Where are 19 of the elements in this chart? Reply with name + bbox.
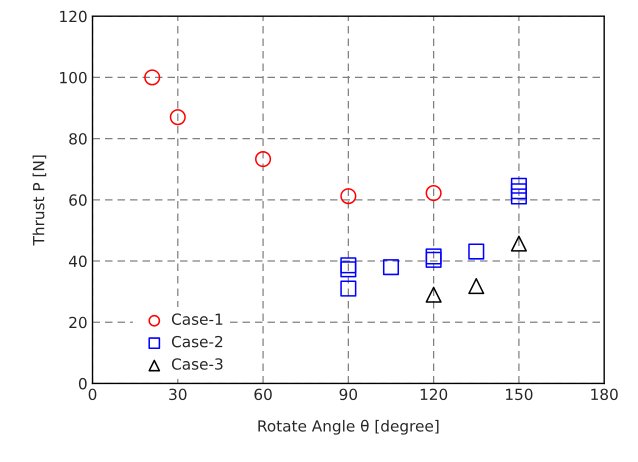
x-tick-label: 30 — [169, 388, 186, 400]
x-axis-title: Rotate Angle θ [degree] — [258, 420, 438, 435]
y-tick-label: 0 — [78, 378, 87, 390]
x-tick-label: 0 — [88, 388, 96, 400]
x-tick-label: 120 — [420, 388, 448, 400]
x-tick-label: 90 — [340, 388, 358, 400]
y-axis-title: Thrust P [N] — [32, 156, 46, 246]
y-tick-label: 80 — [69, 133, 87, 145]
y-tick-label: 60 — [69, 194, 87, 206]
legend-label: Case-3 — [172, 358, 223, 370]
y-tick-label: 100 — [60, 72, 87, 84]
y-tick-label: 20 — [69, 316, 87, 328]
x-tick-label: 180 — [591, 388, 618, 400]
y-tick-label: 40 — [68, 255, 87, 268]
x-tick-label: 150 — [506, 388, 532, 400]
legend-label: Case-1 — [172, 313, 222, 325]
x-tick-label: 60 — [254, 388, 272, 400]
y-tick-label: 120 — [60, 10, 87, 22]
legend-label: Case-2 — [172, 336, 222, 348]
